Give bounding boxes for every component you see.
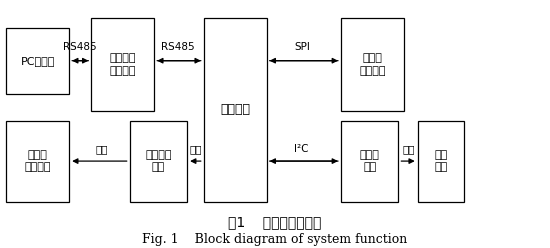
Text: 看门狗
监控模块: 看门狗 监控模块 (359, 53, 386, 76)
Text: I²C: I²C (294, 144, 309, 154)
Text: 温湿度
采集: 温湿度 采集 (360, 150, 379, 172)
Bar (417, 121, 464, 202)
Text: 信号: 信号 (402, 144, 415, 154)
Bar (91, 18, 155, 111)
Text: SPI: SPI (294, 42, 310, 52)
Bar (341, 121, 398, 202)
Text: 通信电平
转换模块: 通信电平 转换模块 (109, 53, 136, 76)
Bar (130, 121, 187, 202)
Bar (6, 28, 69, 94)
Bar (341, 18, 404, 111)
Text: 测量
对象: 测量 对象 (434, 150, 448, 172)
Text: 数码管
显示模块: 数码管 显示模块 (25, 150, 51, 172)
Text: 图1    系统功能模块图: 图1 系统功能模块图 (228, 215, 322, 229)
Text: PC控制端: PC控制端 (20, 56, 55, 66)
Text: 光电隔离
模块: 光电隔离 模块 (145, 150, 172, 172)
Bar (204, 18, 267, 202)
Bar (6, 121, 69, 202)
Text: RS485: RS485 (63, 42, 96, 52)
Text: 控制: 控制 (95, 144, 108, 154)
Text: Fig. 1    Block diagram of system function: Fig. 1 Block diagram of system function (142, 233, 408, 246)
Text: RS485: RS485 (161, 42, 195, 52)
Text: 微处理器: 微处理器 (220, 103, 250, 116)
Text: 控制: 控制 (190, 144, 202, 154)
